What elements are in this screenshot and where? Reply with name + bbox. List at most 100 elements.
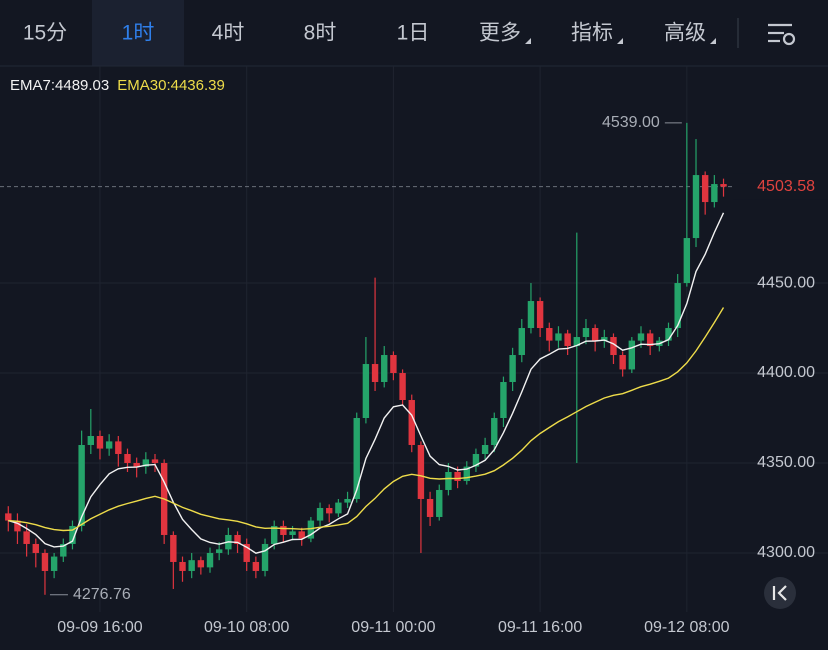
candle-body <box>582 328 590 338</box>
legend-entry: EMA30:4436.39 <box>117 77 225 94</box>
candle-body <box>115 441 122 454</box>
candle-body <box>170 534 177 562</box>
y-tick-label: 4350.00 <box>757 454 815 471</box>
candle-body <box>390 355 397 374</box>
candle-body <box>344 498 351 503</box>
settings-icon[interactable] <box>768 23 796 46</box>
candle-body <box>179 561 186 571</box>
candle-body <box>50 556 58 571</box>
tab[interactable]: 高级 <box>664 22 706 45</box>
candle-body <box>491 418 498 445</box>
y-tick-label: 4300.00 <box>757 544 815 561</box>
x-tick-label: 09-12 08:00 <box>644 619 730 636</box>
active-tab-bg <box>92 0 184 66</box>
candle-body <box>87 435 95 445</box>
candle-body <box>564 333 571 347</box>
candle-body <box>500 382 507 419</box>
candle-body <box>720 184 727 187</box>
candle-body <box>206 552 214 568</box>
x-tick-label: 09-10 08:00 <box>204 619 290 636</box>
candle-body <box>692 175 700 239</box>
last-price-box <box>733 173 828 200</box>
candle-body <box>289 531 296 535</box>
candle-body <box>14 520 21 532</box>
candle-body <box>711 184 718 203</box>
candle-body <box>124 453 131 463</box>
tab[interactable]: 8时 <box>304 22 337 45</box>
candle-body <box>509 355 516 383</box>
candle-body <box>69 525 76 544</box>
candle-body <box>472 453 480 467</box>
candle-body <box>619 355 626 370</box>
candle-body <box>362 364 370 419</box>
candle-body <box>197 560 205 568</box>
candle-body <box>151 459 159 463</box>
tab[interactable]: 1日 <box>397 22 430 45</box>
candle-body <box>591 328 599 341</box>
candle-body <box>142 459 150 467</box>
candle-body <box>637 333 645 341</box>
y-tick-label: 4400.00 <box>757 364 815 381</box>
candle-body <box>261 543 269 571</box>
candle-body <box>646 333 654 347</box>
candle-body <box>417 444 425 499</box>
candle-body <box>96 435 104 449</box>
x-tick-label: 09-11 16:00 <box>498 619 582 636</box>
last-price-label: 4503.58 <box>757 178 815 195</box>
candle-body <box>335 502 342 514</box>
candle-body <box>316 507 324 521</box>
x-tick-label: 09-11 00:00 <box>351 619 435 636</box>
candle-body <box>105 441 113 449</box>
candle-body <box>674 283 681 329</box>
x-tick-label: 09-09 16:00 <box>57 619 143 636</box>
candle-body <box>436 489 443 517</box>
candle-body <box>546 328 553 341</box>
dropdown-caret <box>525 38 531 44</box>
candle-body <box>23 531 30 544</box>
candle-body <box>41 552 49 571</box>
dropdown-caret <box>617 38 623 44</box>
candle-body <box>78 444 85 526</box>
tab[interactable]: 1时 <box>122 22 155 45</box>
candle-body <box>353 418 360 499</box>
candle-body <box>371 364 379 383</box>
candle-body <box>234 534 241 544</box>
candle-body <box>307 520 315 539</box>
candle-body <box>252 561 260 571</box>
candle-body <box>215 549 223 553</box>
candle-body <box>133 462 140 467</box>
collapse-button[interactable] <box>764 577 796 609</box>
low-marker-label: 4276.76 <box>73 586 131 603</box>
dropdown-caret <box>710 38 716 44</box>
candle-body <box>610 337 617 356</box>
grid <box>0 66 828 612</box>
candle-body <box>188 560 195 571</box>
legend-entry: EMA7:4489.03 <box>10 77 109 94</box>
candle-body <box>573 337 581 347</box>
candle-body <box>628 340 636 370</box>
candle-body <box>518 328 525 356</box>
candle-body <box>381 355 388 383</box>
tab[interactable]: 指标 <box>571 22 613 45</box>
candle-body <box>601 337 608 341</box>
candle-body <box>555 333 562 341</box>
candle-body <box>298 531 305 539</box>
tab[interactable]: 4时 <box>212 22 245 45</box>
candle-body <box>426 498 434 517</box>
candle-body <box>408 400 415 445</box>
candle-body <box>243 543 250 562</box>
candle-body <box>399 373 406 401</box>
candle-body <box>32 543 39 553</box>
candle-body <box>271 525 278 544</box>
candle-body <box>5 513 12 521</box>
candle-body <box>536 301 544 329</box>
ema-line <box>8 307 725 532</box>
tab[interactable]: 15分 <box>23 22 67 45</box>
y-tick-label: 4450.00 <box>757 274 815 291</box>
candle-body <box>527 301 535 329</box>
high-marker-label: 4539.00 <box>602 114 660 131</box>
candle-body <box>463 466 470 481</box>
tab[interactable]: 更多 <box>479 22 521 45</box>
ema-line <box>8 212 725 554</box>
